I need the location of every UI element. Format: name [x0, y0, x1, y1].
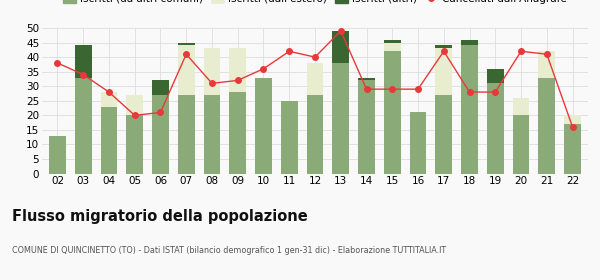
Bar — [436, 95, 452, 174]
Bar — [538, 51, 555, 78]
Bar — [512, 115, 529, 174]
Bar — [384, 51, 401, 174]
Bar — [75, 45, 92, 78]
Bar — [229, 92, 246, 174]
Bar — [461, 45, 478, 174]
Text: COMUNE DI QUINCINETTO (TO) - Dati ISTAT (bilancio demografico 1 gen-31 dic) - El: COMUNE DI QUINCINETTO (TO) - Dati ISTAT … — [12, 246, 446, 255]
Bar — [307, 63, 323, 95]
Bar — [203, 48, 220, 95]
Bar — [358, 80, 375, 174]
Bar — [332, 31, 349, 63]
Bar — [203, 95, 220, 174]
Bar — [538, 78, 555, 174]
Bar — [178, 95, 194, 174]
Bar — [384, 43, 401, 51]
Bar — [178, 43, 194, 45]
Bar — [127, 95, 143, 115]
Text: Flusso migratorio della popolazione: Flusso migratorio della popolazione — [12, 209, 308, 224]
Bar — [436, 45, 452, 48]
Bar — [281, 101, 298, 174]
Bar — [152, 80, 169, 95]
Bar — [152, 95, 169, 174]
Bar — [255, 78, 272, 174]
Bar — [564, 124, 581, 174]
Bar — [229, 48, 246, 92]
Bar — [101, 92, 118, 107]
Bar — [410, 113, 427, 174]
Bar — [358, 78, 375, 80]
Bar — [564, 115, 581, 124]
Legend: Iscritti (da altri comuni), Iscritti (dall'estero), Iscritti (altri), Cancellati: Iscritti (da altri comuni), Iscritti (da… — [59, 0, 571, 8]
Bar — [101, 107, 118, 174]
Bar — [461, 40, 478, 45]
Bar — [75, 78, 92, 174]
Bar — [49, 136, 66, 174]
Bar — [178, 45, 194, 95]
Bar — [487, 83, 503, 174]
Bar — [436, 48, 452, 95]
Bar — [512, 98, 529, 115]
Bar — [307, 95, 323, 174]
Bar — [332, 63, 349, 174]
Bar — [384, 40, 401, 43]
Bar — [487, 69, 503, 83]
Bar — [127, 115, 143, 174]
